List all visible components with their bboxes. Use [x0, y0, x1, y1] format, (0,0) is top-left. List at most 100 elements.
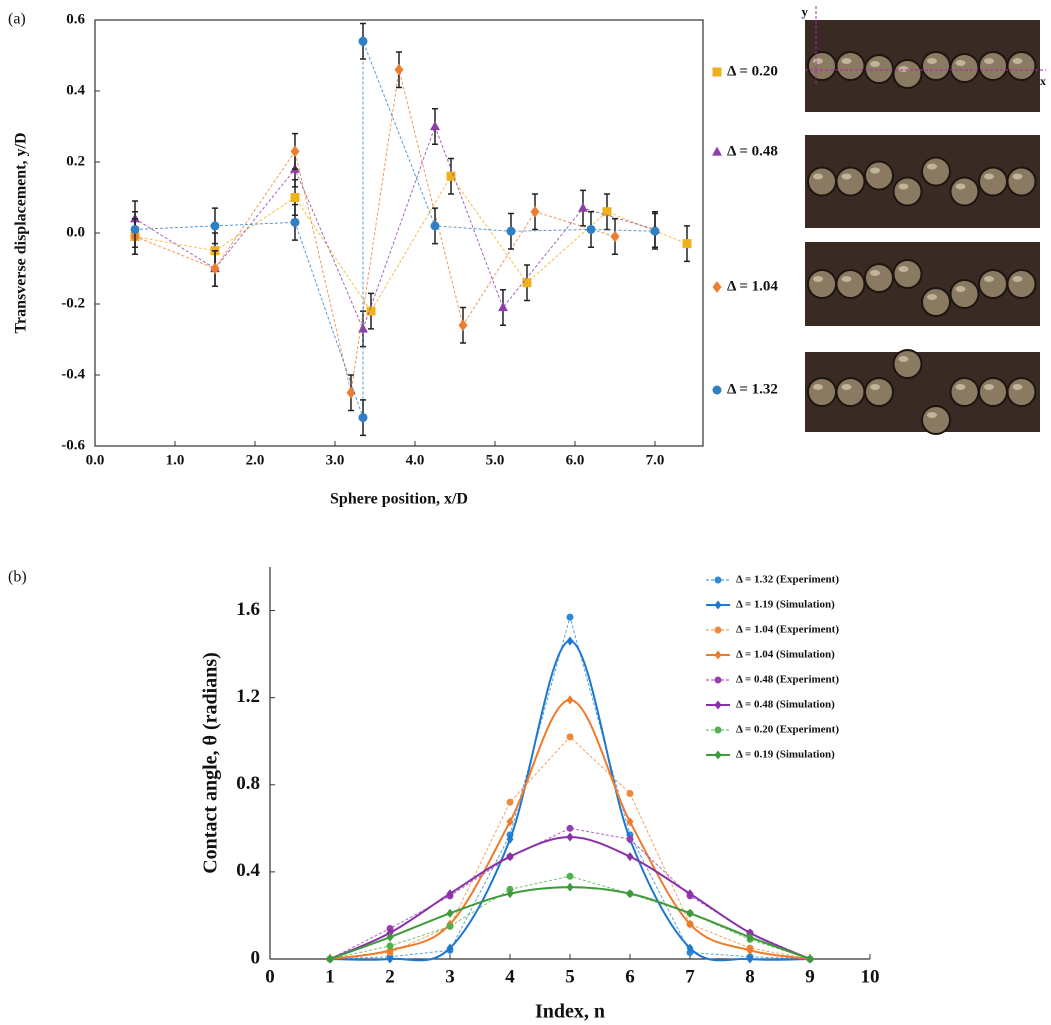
marker	[566, 733, 574, 741]
photo-x-label: x	[1040, 74, 1046, 88]
marker	[210, 262, 220, 275]
legend-label: Δ = 1.04 (Experiment)	[736, 624, 839, 636]
sphere-highlight	[984, 276, 994, 282]
sphere-highlight	[813, 384, 823, 390]
x-tick-label: 0	[265, 966, 275, 987]
y-tick-label: 0.8	[236, 773, 260, 794]
y-tick-label: 1.6	[236, 599, 260, 620]
marker	[446, 943, 454, 953]
marker	[626, 817, 634, 827]
sphere-highlight	[927, 412, 937, 418]
sphere	[1006, 269, 1037, 299]
x-tick-label: 0.0	[86, 452, 105, 468]
marker	[430, 221, 440, 231]
series-line	[329, 827, 811, 960]
marker	[522, 278, 532, 288]
sphere	[978, 269, 1008, 299]
x-tick-label: 2	[385, 966, 395, 987]
sphere-highlight	[813, 276, 823, 282]
series-line	[134, 41, 656, 418]
marker	[458, 319, 468, 332]
sphere-highlight	[841, 276, 852, 282]
marker	[446, 922, 454, 930]
marker	[566, 872, 574, 880]
marker	[566, 832, 574, 842]
sphere-highlight	[955, 60, 966, 66]
legend-marker	[714, 726, 722, 734]
marker	[210, 221, 220, 231]
x-tick-label: 4.0	[406, 452, 425, 468]
y-axis-label: Transverse displacement, y/D	[13, 132, 30, 333]
marker	[430, 121, 440, 131]
y-tick-label: -0.4	[61, 366, 85, 382]
marker	[746, 954, 754, 964]
series-line	[329, 836, 811, 960]
sphere	[949, 53, 980, 83]
marker	[290, 193, 300, 202]
marker	[578, 202, 588, 212]
marker	[506, 834, 514, 844]
legend-label: Δ = 1.04	[727, 278, 778, 294]
legend-label: Δ = 1.32	[727, 381, 778, 397]
x-axis-label: Index, n	[535, 1001, 605, 1023]
series-line	[134, 69, 616, 393]
sphere-highlight	[927, 58, 937, 64]
x-tick-label: 1	[325, 966, 335, 987]
x-tick-label: 4	[505, 966, 515, 987]
series-line	[329, 640, 811, 962]
legend-label: Δ = 0.20	[727, 63, 778, 79]
sphere-highlight	[955, 384, 966, 390]
legend-label: Δ = 1.32 (Experiment)	[736, 574, 839, 586]
y-tick-label: 0.0	[66, 224, 85, 240]
x-tick-label: 3	[445, 966, 455, 987]
marker	[626, 789, 634, 797]
marker	[506, 889, 514, 899]
legend-marker	[714, 750, 722, 760]
marker	[566, 613, 574, 621]
sphere	[949, 279, 980, 309]
marker	[650, 226, 660, 236]
sphere	[864, 54, 894, 84]
sphere-highlight	[984, 384, 994, 390]
sphere	[892, 176, 923, 207]
sphere	[807, 377, 837, 407]
sphere-highlight	[813, 173, 823, 180]
marker	[358, 36, 368, 46]
marker	[686, 919, 694, 929]
marker	[386, 954, 394, 964]
x-tick-label: 7.0	[646, 452, 665, 468]
legend-marker	[714, 626, 722, 634]
marker	[602, 207, 612, 217]
sphere-highlight	[927, 163, 937, 170]
sphere	[978, 166, 1008, 197]
x-tick-label: 5.0	[486, 452, 505, 468]
y-tick-label: 0.2	[66, 153, 85, 169]
marker	[626, 852, 634, 862]
legend-label: Δ = 0.48	[727, 143, 778, 159]
sphere-highlight	[1012, 173, 1023, 180]
sphere	[835, 269, 866, 299]
sphere	[864, 160, 894, 191]
x-axis-label: Sphere position, x/D	[330, 491, 468, 508]
legend-label: Δ = 0.48 (Simulation)	[736, 699, 835, 711]
sphere-highlight	[984, 58, 994, 64]
sphere-highlight	[1012, 384, 1023, 390]
y-tick-label: 0.4	[236, 860, 260, 881]
sphere	[921, 287, 951, 317]
legend-marker	[712, 146, 722, 156]
sphere	[949, 377, 980, 407]
legend-label: Δ = 1.04 (Simulation)	[736, 649, 835, 661]
sphere	[892, 259, 923, 289]
sphere-highlight	[870, 167, 880, 174]
sphere	[1006, 377, 1037, 407]
marker	[566, 636, 574, 646]
marker	[682, 239, 692, 249]
sphere-highlight	[841, 173, 852, 180]
marker	[746, 932, 754, 942]
marker	[566, 882, 574, 892]
sphere-highlight	[841, 58, 852, 64]
sphere-highlight	[813, 58, 823, 64]
sphere	[864, 263, 894, 293]
legend-marker	[714, 676, 722, 684]
